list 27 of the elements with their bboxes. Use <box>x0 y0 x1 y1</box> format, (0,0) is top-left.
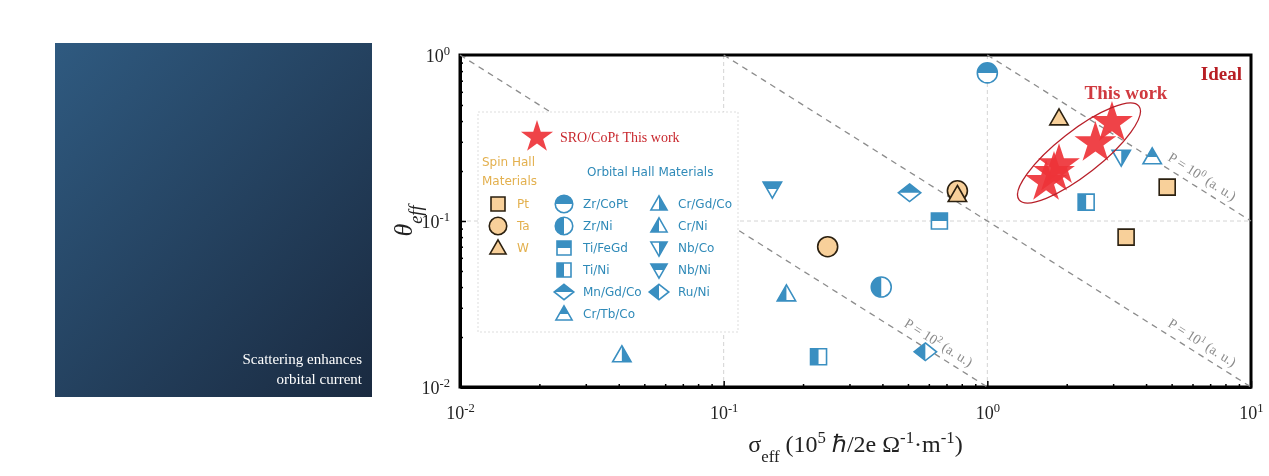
annotation: Spin Hall Materials <box>482 155 538 188</box>
legend-label: SRO/CoPt This work <box>560 129 680 145</box>
x-tick-label: 10$^{-1}$ <box>709 401 739 423</box>
x-tick-label: 10$^{0}$ <box>975 401 1000 423</box>
legend-label: Cr/Tb/Co <box>583 307 636 322</box>
legend-label: W <box>517 241 529 256</box>
y-tick-label: 10$^{-2}$ <box>421 375 450 398</box>
legend-label: Nb/Ni <box>678 263 711 278</box>
legend-label: Zr/CoPt <box>583 197 629 212</box>
legend-label: Cr/Gd/Co <box>678 197 733 212</box>
legend-label: Ti/Ni <box>582 263 610 278</box>
x-tick-label: 10$^{1}$ <box>1239 401 1264 423</box>
text: σ$_{eff}$ (10$^{5}$ ℏ/2e Ω$^{-1}$·m$^{-1}$) <box>748 427 963 466</box>
legend-label: Mn/Gd/Co <box>583 285 642 300</box>
legend-label: Pt <box>517 197 530 212</box>
legend-label: Zr/Ni <box>583 219 613 234</box>
legend-label: Ru/Ni <box>678 285 710 300</box>
legend-label: Ta <box>516 219 530 234</box>
x-tick-label: 10$^{-2}$ <box>446 401 475 423</box>
annotation: Ideal <box>1200 63 1242 84</box>
legend-label: Ti/FeGd <box>582 241 628 256</box>
legend-label: Nb/Co <box>678 241 715 256</box>
y-tick-label: 10$^{0}$ <box>425 43 450 66</box>
annotation: This work <box>1084 82 1168 103</box>
annotation: Orbital Hall Materials <box>587 165 714 179</box>
legend-label: Cr/Ni <box>678 219 708 234</box>
text: Scattering enhances orbital current <box>242 351 363 387</box>
